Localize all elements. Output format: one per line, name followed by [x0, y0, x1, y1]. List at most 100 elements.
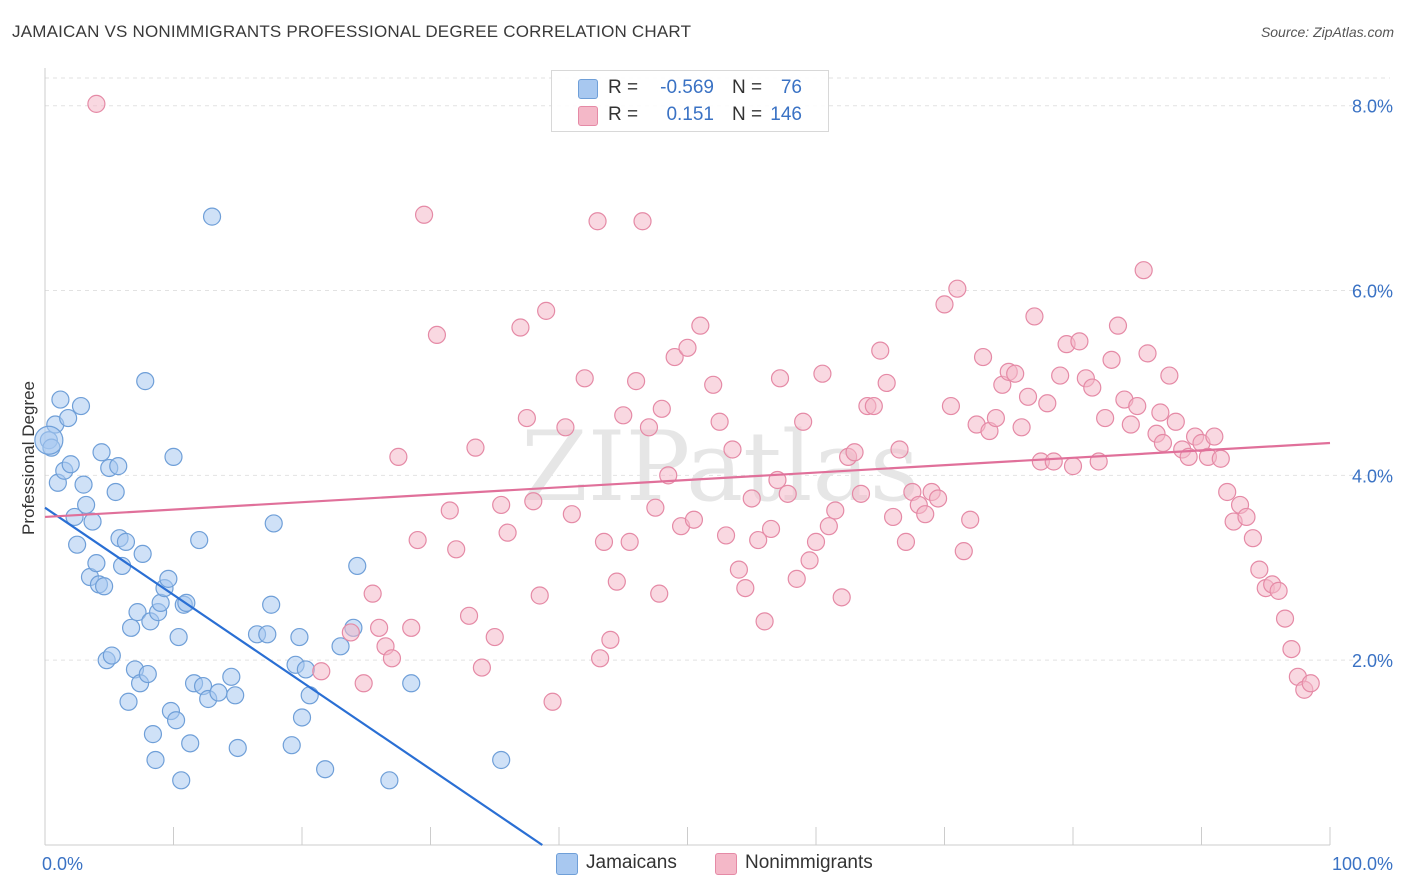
nonimmigrants-point	[761, 519, 781, 539]
nonimmigrants-point	[524, 492, 543, 511]
nonimmigrants-point	[1153, 433, 1173, 453]
nonimmigrants-point	[530, 586, 549, 605]
nonimmigrants-point	[665, 347, 684, 367]
legend-r-value: -0.569	[660, 77, 714, 98]
nonimmigrants-point	[928, 489, 948, 508]
nonimmigrants-point	[794, 412, 813, 431]
legend-r-value: 0.151	[666, 104, 714, 125]
jamaicans-point	[262, 595, 281, 614]
nonimmigrants-point	[1237, 507, 1256, 527]
nonimmigrants-point	[742, 489, 761, 508]
jamaicans-point	[226, 686, 245, 705]
nonimmigrants-point	[1179, 447, 1198, 466]
nonimmigrants-point	[845, 443, 864, 462]
nonimmigrants-point	[716, 526, 736, 545]
nonimmigrants-point	[819, 517, 838, 536]
jamaicans-point	[116, 532, 136, 551]
legend-row-nonimmigrants: R = 0.151 N = 146	[552, 102, 828, 128]
jamaicans-point	[143, 725, 163, 744]
jamaicans-point	[181, 734, 200, 753]
nonimmigrants-point	[1044, 452, 1063, 471]
nonimmigrants-point	[961, 510, 980, 529]
jamaicans-point	[59, 408, 78, 428]
nonimmigrants-point	[440, 501, 459, 520]
x-tick-label: 0.0%	[42, 854, 83, 874]
nonimmigrants-point	[896, 532, 916, 551]
nonimmigrants-point	[370, 618, 389, 637]
nonimmigrants-trend-line	[44, 441, 1331, 519]
nonimmigrants-point	[485, 627, 504, 647]
nonimmigrants-point	[312, 662, 331, 681]
nonimmigrants-point	[941, 396, 961, 416]
jamaicans-point	[109, 457, 128, 476]
jamaicans-point	[190, 530, 209, 550]
correlation-legend: R = -0.569 N = 76 R = 0.151 N = 146	[551, 70, 829, 132]
nonimmigrants-point	[588, 212, 607, 231]
nonimmigrants-point	[704, 375, 723, 394]
nonimmigrants-point	[1282, 639, 1301, 659]
nonimmigrants-point	[871, 341, 890, 360]
nonimmigrants-point	[723, 440, 742, 459]
legend-r-label: R =	[608, 77, 639, 98]
legend-swatch-nonimmigrants	[578, 106, 598, 126]
chart-source: Source: ZipAtlas.com	[1260, 24, 1394, 40]
y-tick-label: 2.0%	[1352, 651, 1393, 671]
nonimmigrants-point	[806, 532, 826, 551]
nonimmigrants-point	[778, 484, 797, 503]
nonimmigrants-point	[729, 560, 749, 579]
tick-labels: 2.0% 4.0% 6.0% 8.0% 0.0% 100.0%	[42, 97, 1393, 874]
nonimmigrants-point	[562, 505, 581, 524]
nonimmigrants-point	[1250, 560, 1269, 579]
jamaicans-point	[159, 569, 178, 588]
jamaicans-point	[77, 495, 96, 515]
nonimmigrants-point	[447, 540, 466, 559]
nonimmigrants-point	[639, 418, 659, 437]
nonimmigrants-point	[543, 692, 562, 711]
nonimmigrants-point	[341, 623, 360, 642]
nonimmigrants-point	[691, 316, 710, 335]
nonimmigrants-point	[1151, 403, 1170, 422]
grid-lines	[45, 77, 1390, 661]
nonimmigrants-point	[414, 205, 434, 224]
nonimmigrants-point	[1211, 449, 1230, 468]
jamaicans-point	[169, 627, 188, 647]
jamaicans-point	[83, 512, 102, 531]
nonimmigrants-point	[601, 630, 620, 649]
nonimmigrants-point	[1051, 366, 1070, 385]
nonimmigrants-point	[1006, 364, 1025, 383]
nonimmigrants-point	[1070, 332, 1089, 351]
chart-title: JAMAICAN VS NONIMMIGRANTS PROFESSIONAL D…	[12, 22, 692, 41]
jamaicans-point	[138, 664, 157, 684]
nonimmigrants-point	[537, 301, 556, 320]
nonimmigrants-point	[472, 658, 491, 677]
jamaicans-trend-line	[44, 506, 543, 846]
nonimmigrants-point	[864, 396, 883, 416]
jamaicans-point	[74, 475, 93, 494]
nonimmigrants-point	[954, 542, 973, 561]
axes	[44, 68, 1331, 846]
y-tick-label: 6.0%	[1352, 282, 1393, 302]
nonimmigrants-point	[1012, 418, 1031, 437]
nonimmigrants-point	[575, 369, 594, 388]
jamaicans-point	[68, 535, 87, 554]
legend-n-label: N =	[732, 104, 763, 125]
jamaicans-point	[128, 603, 147, 622]
nonimmigrants-point	[87, 94, 106, 113]
jamaicans-point	[380, 771, 399, 790]
jamaicans-point	[119, 692, 138, 711]
legend-n-value: 76	[780, 77, 802, 98]
nonimmigrants-point	[620, 532, 639, 551]
nonimmigrants-point	[1134, 261, 1153, 280]
nonimmigrants-point	[684, 510, 704, 529]
legend-n-label: N =	[732, 77, 763, 98]
nonimmigrants-point	[626, 372, 646, 391]
jamaicans-point	[172, 771, 191, 790]
nonimmigrants-point	[652, 399, 671, 418]
nonimmigrants-point	[614, 406, 633, 425]
jamaicans-point	[222, 667, 241, 686]
series-legend: Jamaicans Nonimmigrants	[0, 851, 1406, 877]
nonimmigrants-point	[851, 484, 871, 503]
jamaicans-point	[166, 711, 186, 730]
nonimmigrants-point	[1038, 394, 1057, 413]
nonimmigrants-point	[787, 569, 806, 588]
